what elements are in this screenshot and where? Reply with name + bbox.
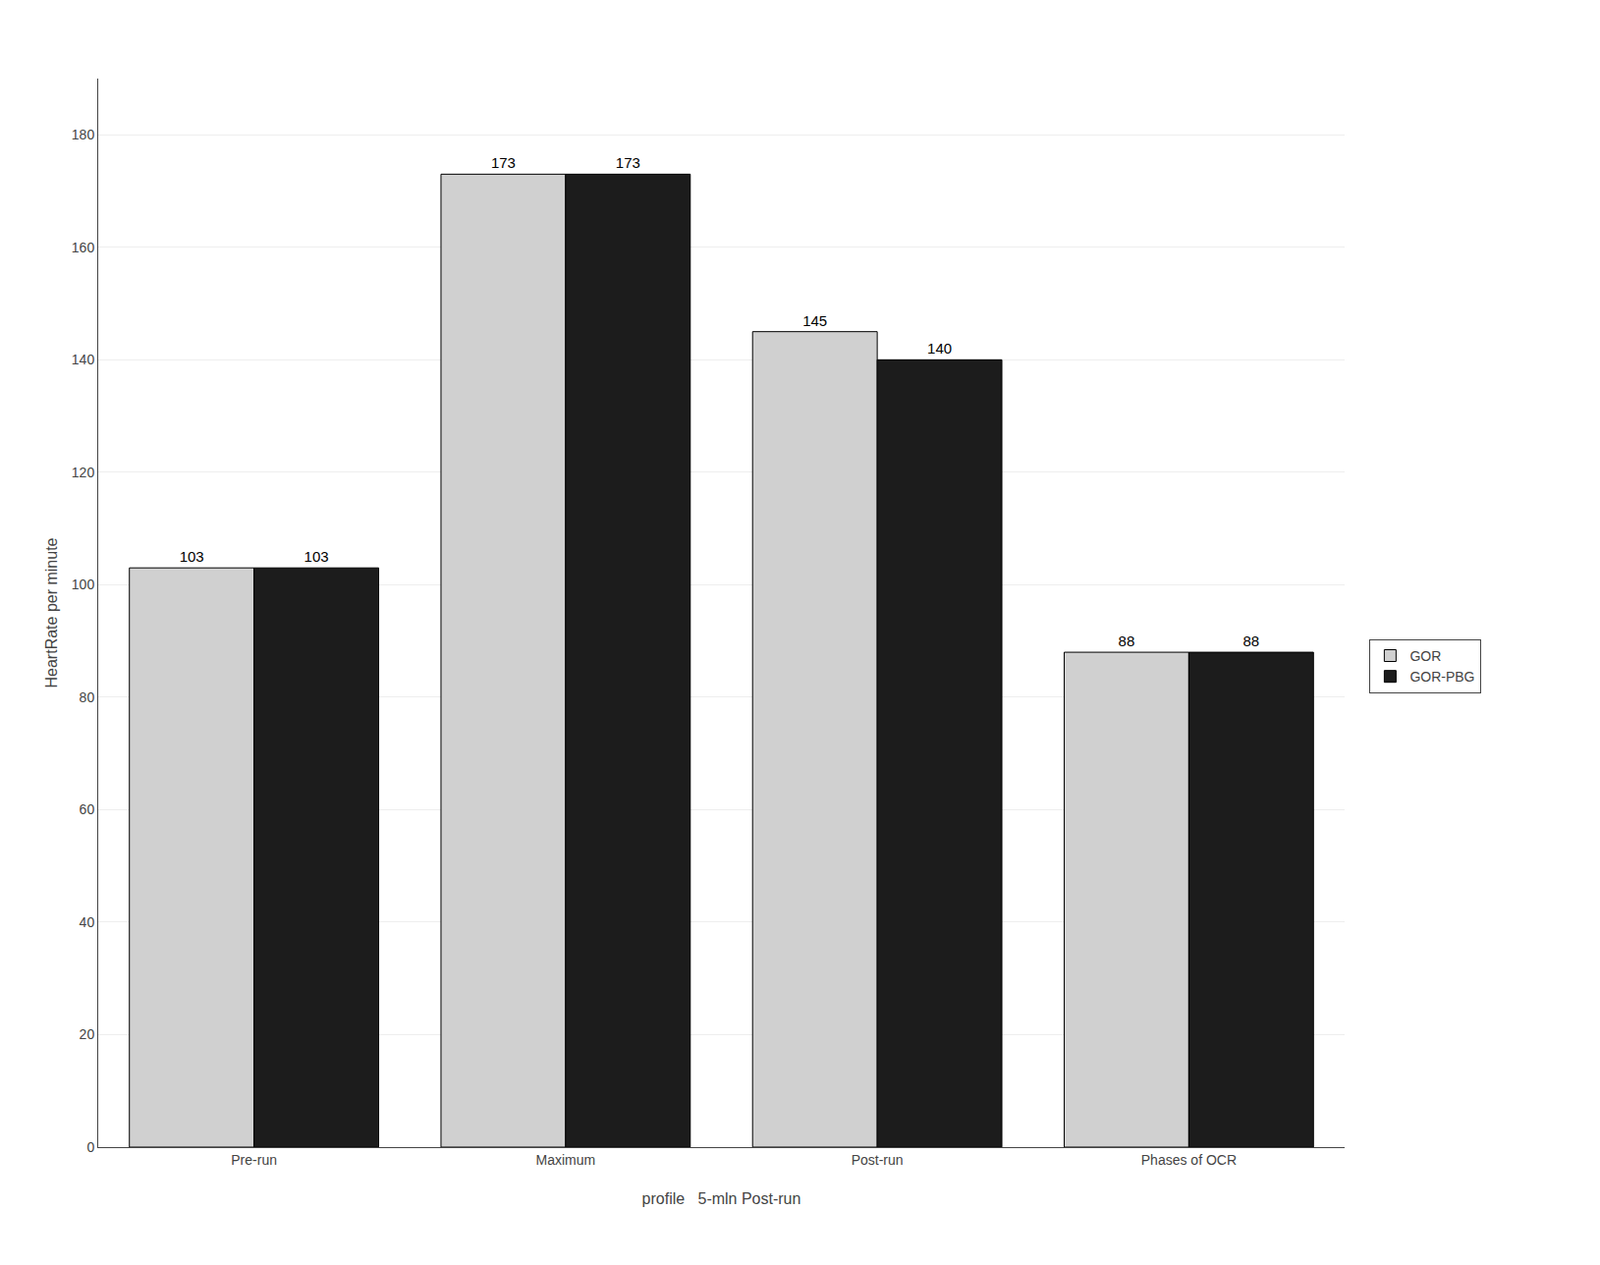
svg-text:160: 160	[71, 239, 96, 256]
svg-text:80: 80	[79, 689, 96, 706]
svg-text:20: 20	[79, 1026, 96, 1043]
svg-text:profile 5-mln Post-run: profile 5-mln Post-run	[642, 1190, 802, 1208]
svg-text:Post-run: Post-run	[851, 1152, 904, 1168]
svg-text:Pre-run: Pre-run	[230, 1152, 277, 1168]
svg-text:145: 145	[802, 312, 828, 330]
svg-text:Phases of OCR: Phases of OCR	[1141, 1152, 1237, 1168]
svg-text:Maximum: Maximum	[536, 1152, 597, 1168]
svg-text:103: 103	[179, 548, 205, 565]
svg-text:88: 88	[1242, 632, 1260, 650]
svg-text:HeartRate per minute: HeartRate per minute	[43, 537, 60, 688]
svg-text:173: 173	[615, 154, 641, 171]
svg-text:40: 40	[79, 914, 96, 931]
svg-text:0: 0	[86, 1139, 95, 1156]
svg-text:140: 140	[71, 351, 96, 368]
svg-text:88: 88	[1118, 632, 1136, 650]
svg-text:GOR: GOR	[1409, 648, 1441, 664]
svg-text:GOR-PBG: GOR-PBG	[1409, 668, 1475, 685]
svg-text:120: 120	[71, 464, 96, 481]
svg-text:173: 173	[491, 154, 516, 171]
svg-text:180: 180	[71, 126, 96, 143]
svg-text:140: 140	[927, 339, 952, 357]
svg-text:103: 103	[304, 548, 330, 565]
svg-text:100: 100	[71, 576, 96, 593]
svg-text:60: 60	[79, 801, 96, 818]
